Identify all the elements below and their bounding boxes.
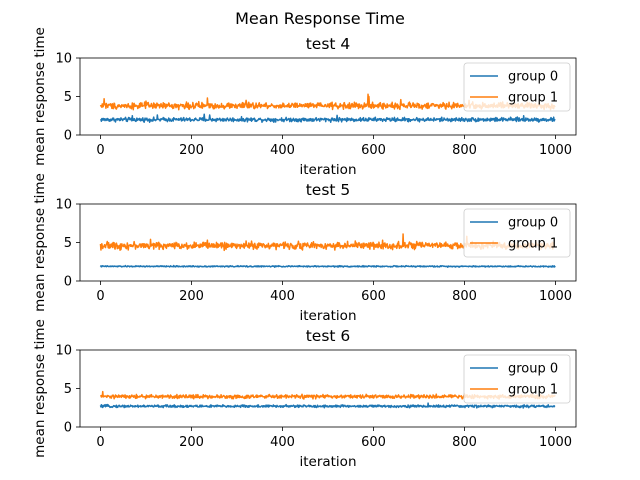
subplot-title: test 6 bbox=[306, 327, 351, 345]
x-tick-label: 400 bbox=[270, 289, 295, 304]
y-tick-label: 10 bbox=[55, 52, 72, 67]
legend-box bbox=[463, 62, 571, 112]
legend-label: group 0 bbox=[508, 70, 558, 85]
x-axis-label: iteration bbox=[299, 162, 356, 178]
x-tick-label: 200 bbox=[179, 143, 204, 158]
x-tick-label: 0 bbox=[96, 289, 104, 304]
x-tick-label: 0 bbox=[96, 435, 104, 450]
x-tick-label: 600 bbox=[361, 143, 386, 158]
y-axis-label: mean response time bbox=[32, 319, 48, 458]
legend-box bbox=[463, 208, 571, 258]
x-tick-label: 600 bbox=[361, 435, 386, 450]
x-tick-label: 600 bbox=[361, 289, 386, 304]
figure-title: Mean Response Time bbox=[235, 9, 405, 28]
subplot-title: test 5 bbox=[306, 181, 351, 199]
legend-label: group 0 bbox=[508, 216, 558, 231]
legend: group 0 group 1 bbox=[463, 62, 571, 112]
plot-frame bbox=[79, 349, 577, 428]
legend-label: group 0 bbox=[508, 362, 558, 377]
x-tick-label: 200 bbox=[179, 435, 204, 450]
legend: group 0 group 1 bbox=[463, 354, 571, 404]
legend-label: group 1 bbox=[508, 237, 558, 252]
x-axis-label: iteration bbox=[299, 454, 356, 470]
y-tick-label: 0 bbox=[64, 129, 72, 144]
y-tick-label: 10 bbox=[55, 344, 72, 359]
plot-frame bbox=[79, 203, 577, 282]
legend-label: group 1 bbox=[508, 383, 558, 398]
series-line-group-0 bbox=[99, 402, 556, 409]
x-tick-label: 1000 bbox=[539, 143, 572, 158]
subplot-2: test 5 mean response time iteration 0 200 400… bbox=[32, 173, 577, 324]
subplot-1: test 4 mean response time iteration 0 200 400… bbox=[32, 27, 577, 178]
series-line-group-0 bbox=[99, 113, 556, 124]
x-tick-label: 400 bbox=[270, 435, 295, 450]
y-tick-label: 10 bbox=[55, 198, 72, 213]
subplot-title: test 4 bbox=[306, 35, 351, 53]
x-tick-label: 1000 bbox=[539, 435, 572, 450]
y-axis-label: mean response time bbox=[32, 27, 48, 166]
series-line-group-0 bbox=[99, 264, 556, 268]
x-axis-label: iteration bbox=[299, 308, 356, 324]
legend-box bbox=[463, 354, 571, 404]
y-tick-label: 5 bbox=[64, 236, 72, 251]
x-tick-label: 800 bbox=[452, 143, 477, 158]
legend-label: group 1 bbox=[508, 91, 558, 106]
subplot-3: test 6 mean response time iteration 0 200 400… bbox=[32, 319, 577, 470]
x-tick-label: 800 bbox=[452, 289, 477, 304]
y-tick-label: 5 bbox=[64, 382, 72, 397]
legend: group 0 group 1 bbox=[463, 208, 571, 258]
y-tick-label: 0 bbox=[64, 275, 72, 290]
x-tick-label: 800 bbox=[452, 435, 477, 450]
x-tick-label: 1000 bbox=[539, 289, 572, 304]
subplots: test 4 mean response time iteration 0 200 400… bbox=[32, 27, 577, 470]
y-tick-label: 5 bbox=[64, 90, 72, 105]
y-tick-label: 0 bbox=[64, 421, 72, 436]
x-tick-label: 400 bbox=[270, 143, 295, 158]
x-tick-label: 200 bbox=[179, 289, 204, 304]
plot-frame bbox=[79, 57, 577, 136]
y-axis-label: mean response time bbox=[32, 173, 48, 312]
x-tick-label: 0 bbox=[96, 143, 104, 158]
